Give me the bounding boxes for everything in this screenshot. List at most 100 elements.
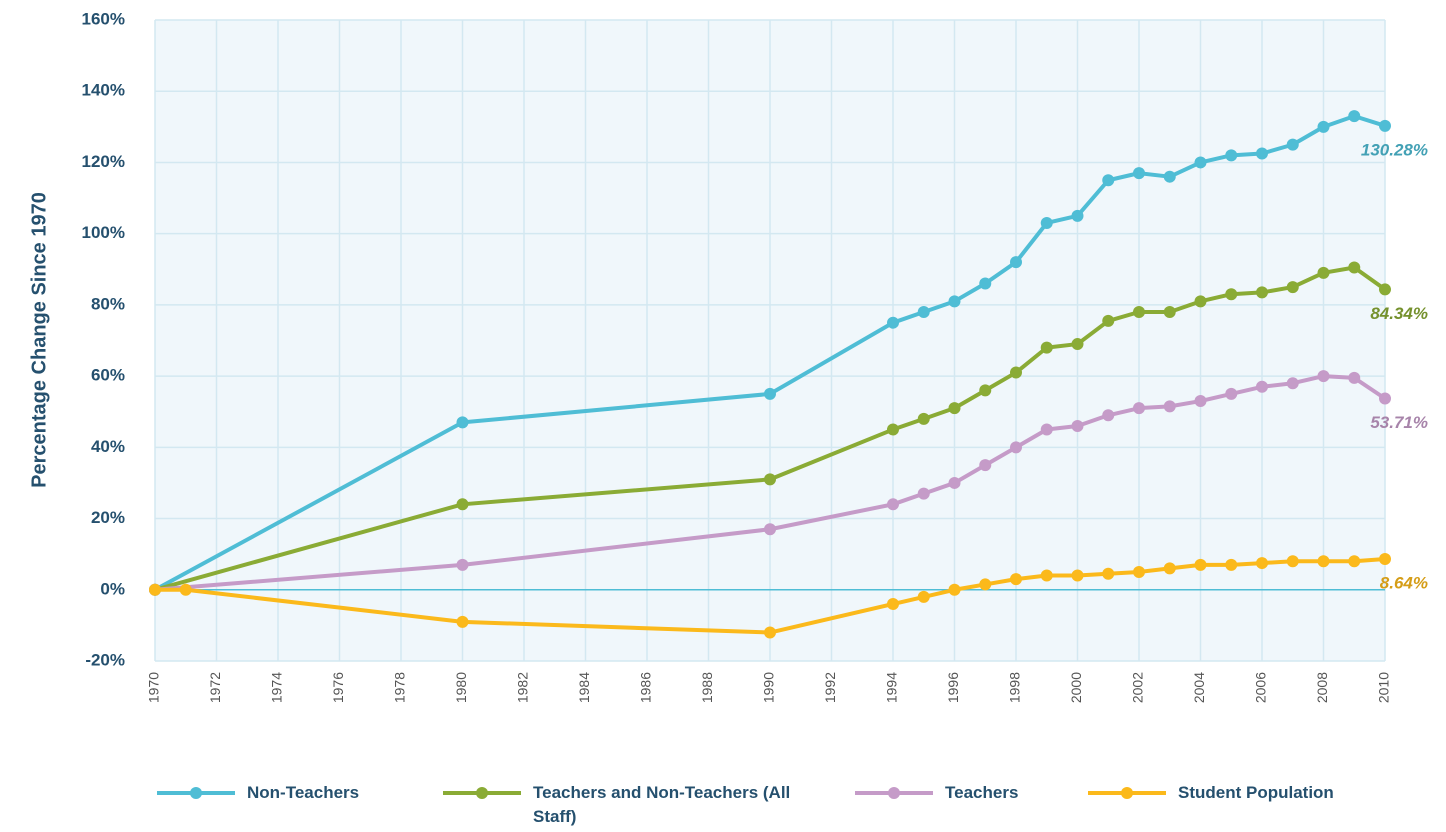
data-point [1133,402,1145,415]
data-point [1286,281,1299,294]
data-point [1348,261,1361,274]
legend-item: Teachers and Non-Teachers (All Staff) [443,781,803,829]
data-point [1379,392,1391,405]
legend: Non-Teachers Teachers and Non-Teachers (A… [0,778,1446,832]
data-point [1256,557,1268,570]
data-point [1163,170,1176,183]
data-point [764,523,776,536]
x-tick-label: 1988 [699,672,715,703]
data-point [1163,400,1176,413]
data-point [1348,371,1361,384]
legend-label: Student Population [1178,783,1334,802]
data-point [1040,341,1053,354]
data-point [1225,288,1238,301]
y-tick-label: 80% [91,294,125,313]
data-point [948,583,961,596]
legend-dot [476,787,488,799]
x-tick-label: 1976 [330,672,346,703]
x-tick-label: 1984 [576,672,592,703]
y-tick-label: 0% [100,579,125,598]
y-tick-label: 40% [91,437,125,456]
data-point [764,387,776,400]
x-tick-label: 1998 [1007,672,1023,703]
legend-label: Teachers and Non-Teachers (All Staff) [533,783,791,826]
data-point [1010,256,1022,269]
data-label: 8.64% [1380,573,1428,592]
data-point [1102,409,1115,422]
data-point [1163,562,1176,575]
data-point [948,476,961,489]
data-point [1102,567,1115,580]
x-tick-label: 1970 [146,672,162,703]
data-point [979,578,992,591]
x-tick-label: 1994 [884,672,900,703]
data-point [917,306,930,319]
data-point [1317,370,1330,383]
data-point [1040,216,1053,229]
data-point [887,498,899,511]
data-point [1010,441,1022,454]
data-point [1133,167,1145,180]
data-point [179,583,192,596]
data-point [1225,149,1238,162]
y-tick-label: 140% [82,81,125,100]
data-point [1348,110,1361,123]
data-point [456,615,469,628]
legend-item: Student Population [1088,781,1334,805]
data-point [1133,565,1145,578]
data-point [887,423,899,436]
data-point [149,583,161,596]
data-point [764,626,776,639]
data-point [1071,569,1084,582]
data-point [887,316,899,329]
data-point [1317,266,1330,279]
x-tick-label: 1974 [269,672,285,703]
legend-dot [888,787,900,799]
y-axis-label: Percentage Change Since 1970 [28,192,50,488]
x-tick-label: 2006 [1253,672,1269,703]
data-point [456,498,469,511]
x-tick-label: 1996 [945,672,961,703]
data-point [917,487,930,500]
x-tick-label: 1990 [761,672,777,703]
data-label: 53.71% [1370,413,1428,432]
data-point [1286,555,1299,568]
data-label: 84.34% [1370,304,1428,323]
data-point [917,412,930,425]
x-tick-label: 1972 [207,672,223,703]
data-point [948,402,961,415]
data-point [1102,174,1115,187]
y-tick-label: 60% [91,366,125,385]
legend-swatch [443,787,521,799]
legend-item: Non-Teachers [157,781,359,805]
x-tick-label: 2008 [1314,672,1330,703]
data-point [1071,419,1084,432]
x-tick-label: 1986 [638,672,654,703]
y-tick-label: 160% [82,9,125,28]
legend-dot [1121,787,1133,799]
legend-item: Teachers [855,781,1018,805]
legend-swatch [1088,787,1166,799]
data-point [1040,569,1053,582]
x-tick-label: 2010 [1376,672,1392,703]
data-point [1379,553,1391,566]
data-point [1194,295,1207,308]
data-point [1286,377,1299,390]
x-tick-label: 1980 [453,672,469,703]
data-point [1225,558,1238,571]
y-tick-label: 120% [82,152,125,171]
x-tick-label: 2004 [1191,672,1207,703]
data-point [1194,395,1207,408]
data-point [1348,555,1361,568]
data-point [1102,314,1115,327]
legend-swatch [157,787,235,799]
data-point [1010,573,1022,586]
data-point [1379,119,1391,132]
y-tick-label: 20% [91,508,125,527]
legend-label: Teachers [945,783,1019,802]
data-point [1010,366,1022,379]
data-point [1194,558,1207,571]
data-point [1071,209,1084,222]
data-point [979,277,992,290]
